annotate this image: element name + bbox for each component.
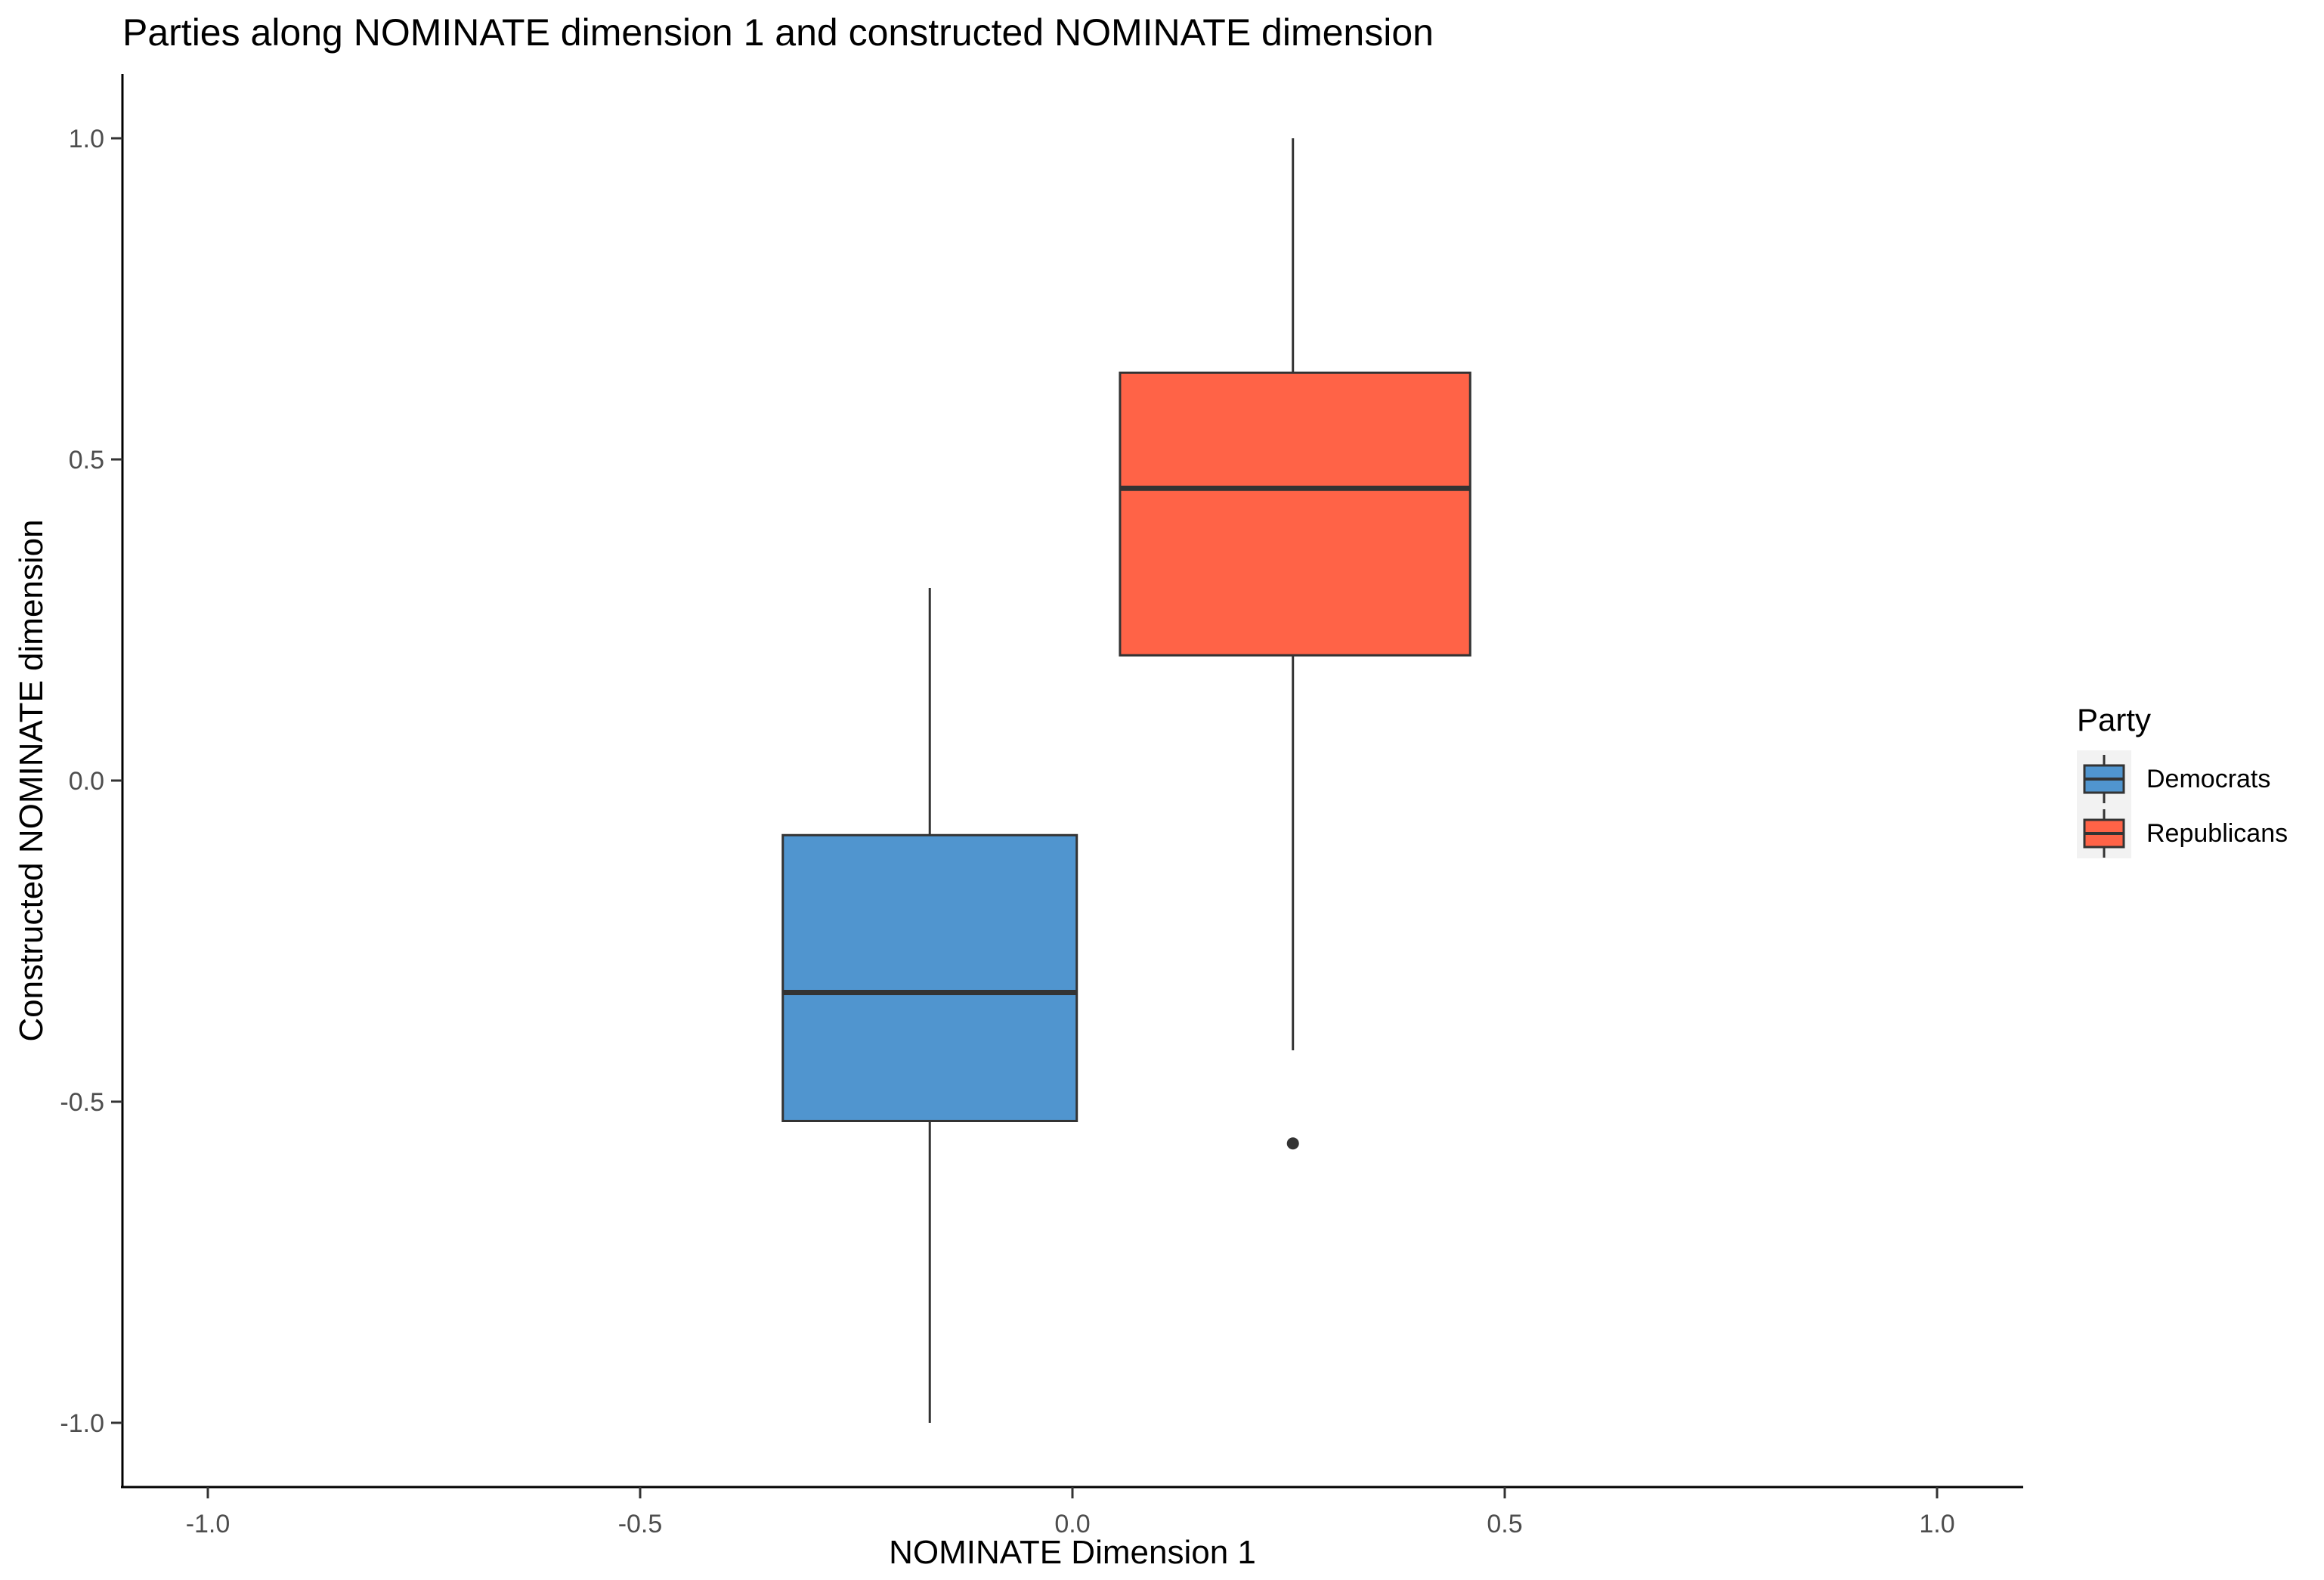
legend-label: Democrats	[2146, 765, 2270, 793]
chart-title: Parties along NOMINATE dimension 1 and c…	[122, 11, 1434, 54]
x-axis-ticks: -1.0 -0.5 0.0 0.5 1.0	[186, 1487, 1955, 1538]
legend-label: Republicans	[2146, 819, 2288, 848]
x-tick-label: 0.5	[1487, 1510, 1522, 1538]
x-tick-label: 1.0	[1919, 1510, 1954, 1538]
box-series	[781, 138, 1471, 1423]
y-tick-label: 1.0	[69, 125, 104, 153]
x-tick-label: 0.0	[1054, 1510, 1090, 1538]
y-tick-label: 0.0	[69, 767, 104, 796]
box-group-democrats	[781, 588, 1078, 1423]
x-tick-label: -1.0	[186, 1510, 231, 1538]
x-tick-label: -0.5	[618, 1510, 663, 1538]
box-iqr	[781, 833, 1078, 1122]
x-axis-title: NOMINATE Dimension 1	[889, 1534, 1256, 1571]
legend-item-republicans: Republicans	[2083, 809, 2288, 858]
box-group-republicans	[1119, 138, 1471, 1150]
y-axis-title: Constructed NOMINATE dimension	[13, 519, 50, 1041]
y-tick-label: 0.5	[69, 446, 104, 475]
y-axis-ticks: -1.0 -0.5 0.0 0.5 1.0	[60, 125, 122, 1438]
y-tick-label: -0.5	[60, 1088, 104, 1117]
box-iqr	[1119, 371, 1471, 657]
legend-item-democrats: Democrats	[2083, 755, 2270, 803]
legend-title: Party	[2077, 702, 2151, 737]
y-tick-label: -1.0	[60, 1409, 104, 1438]
outlier-point	[1286, 1137, 1299, 1150]
legend: Party Democrats Republicans	[2077, 702, 2288, 858]
